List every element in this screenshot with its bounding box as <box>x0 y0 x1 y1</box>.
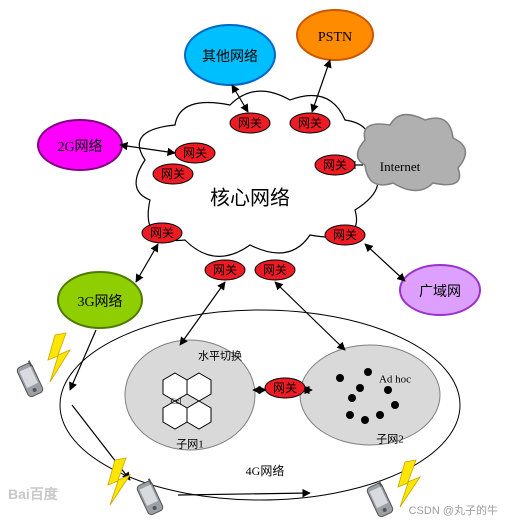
gateway-label: 网关 <box>298 116 322 130</box>
svg-text:2G网络: 2G网络 <box>57 139 102 155</box>
subnet-2 <box>300 345 440 445</box>
svg-text:其他网络: 其他网络 <box>202 49 258 65</box>
gateway-label: 网关 <box>263 263 287 277</box>
svg-text:广域网: 广域网 <box>419 284 461 300</box>
phone-icon <box>135 478 164 516</box>
node-internet <box>358 115 466 191</box>
node-2g: 2G网络 <box>38 120 122 170</box>
node-pstn: PSTN <box>297 10 373 60</box>
gateway-label: 网关 <box>333 228 357 242</box>
gateway-label: 网关 <box>323 158 347 172</box>
watermark-baidu: Bai百度 <box>8 484 58 504</box>
gateway-label: 网关 <box>183 146 207 160</box>
node-other: 其他网络 <box>185 25 275 85</box>
core-label: 核心网络 <box>210 187 290 210</box>
gateway-label: 网关 <box>213 263 237 277</box>
phone-icon <box>15 360 44 398</box>
subnet2-label: 子网2 <box>376 433 404 446</box>
gateway-label: 网关 <box>150 226 174 240</box>
cell-label: Ccl <box>170 397 182 406</box>
svg-text:PSTN: PSTN <box>318 30 352 45</box>
node-3g: 3G网络 <box>58 272 142 328</box>
label-4g: 4G网络 <box>246 463 285 478</box>
node-wan: 广域网 <box>400 265 480 315</box>
watermark-csdn: CSDN @丸子的牛 <box>409 502 498 518</box>
svg-text:3G网络: 3G网络 <box>77 294 122 310</box>
gateway-label: 网关 <box>273 381 297 395</box>
phone-icon <box>365 480 394 518</box>
adhoc-label: Ad hoc <box>379 374 411 386</box>
node-internet-label: Internet <box>380 159 421 174</box>
gateway-label: 网关 <box>238 116 262 130</box>
subnet1-label: 子网1 <box>176 438 204 451</box>
hswitch-label: 水平切换 <box>198 349 242 363</box>
gateway-label: 网关 <box>161 167 185 181</box>
